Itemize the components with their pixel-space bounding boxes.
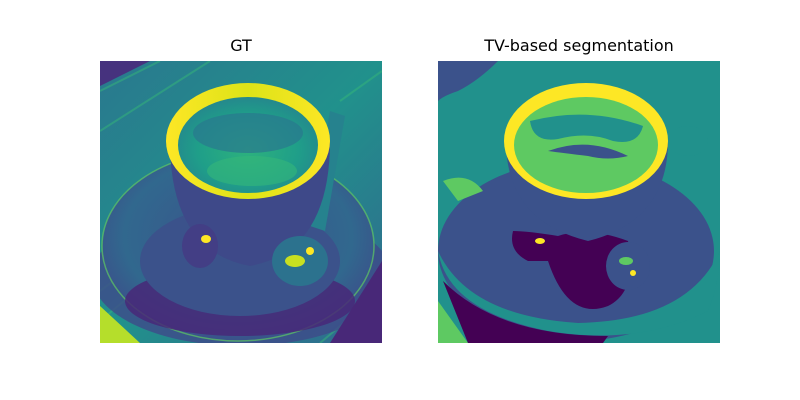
gt-panel-title: GT (230, 36, 252, 55)
gt-image (100, 61, 382, 343)
segmentation-image (438, 61, 720, 343)
segmentation-panel-title: TV-based segmentation (484, 36, 674, 55)
